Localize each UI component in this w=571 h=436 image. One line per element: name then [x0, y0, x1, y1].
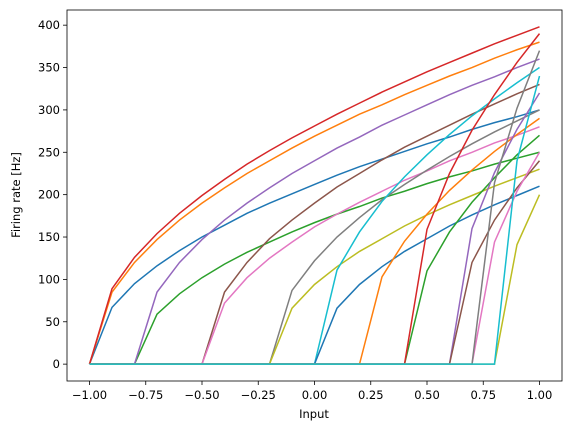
- x-tick-label: −0.50: [184, 388, 219, 402]
- y-tick-label: 300: [38, 103, 60, 117]
- plot-frame: [66, 9, 563, 382]
- x-tick-label: 0.25: [358, 388, 384, 402]
- line-series: [89, 117, 540, 365]
- x-tick-label: −0.25: [241, 388, 276, 402]
- x-tick-label: −1.00: [72, 388, 107, 402]
- line-series: [89, 126, 540, 365]
- line-series: [88, 26, 540, 365]
- x-tick-label: 0.75: [470, 388, 496, 402]
- x-axis-label: Input: [299, 407, 329, 421]
- line-series: [89, 194, 541, 365]
- x-tick-label: 0.00: [302, 388, 328, 402]
- x-tick-label: 1.00: [527, 388, 553, 402]
- x-tick-label: 0.50: [414, 388, 440, 402]
- line-series: [88, 109, 540, 365]
- line-series: [89, 75, 541, 365]
- line-series: [88, 41, 540, 365]
- y-tick-label: 400: [38, 18, 60, 32]
- line-series: [89, 50, 541, 365]
- line-series: [89, 160, 541, 365]
- y-tick-label: 350: [38, 61, 60, 75]
- line-series: [89, 151, 540, 365]
- line-series: [89, 92, 541, 365]
- y-tick-label: 150: [38, 230, 60, 244]
- line-series: [89, 185, 540, 365]
- y-tick-label: 250: [38, 145, 60, 159]
- y-tick-label: 200: [38, 188, 60, 202]
- y-tick-label: 100: [38, 272, 60, 286]
- y-axis-label: Firing rate [Hz]: [9, 152, 23, 238]
- line-series: [89, 109, 540, 365]
- y-tick-label: 0: [53, 357, 60, 371]
- x-tick-label: −0.75: [128, 388, 163, 402]
- line-series: [89, 66, 540, 365]
- y-tick-label: 50: [45, 315, 60, 329]
- line-series: [89, 58, 540, 365]
